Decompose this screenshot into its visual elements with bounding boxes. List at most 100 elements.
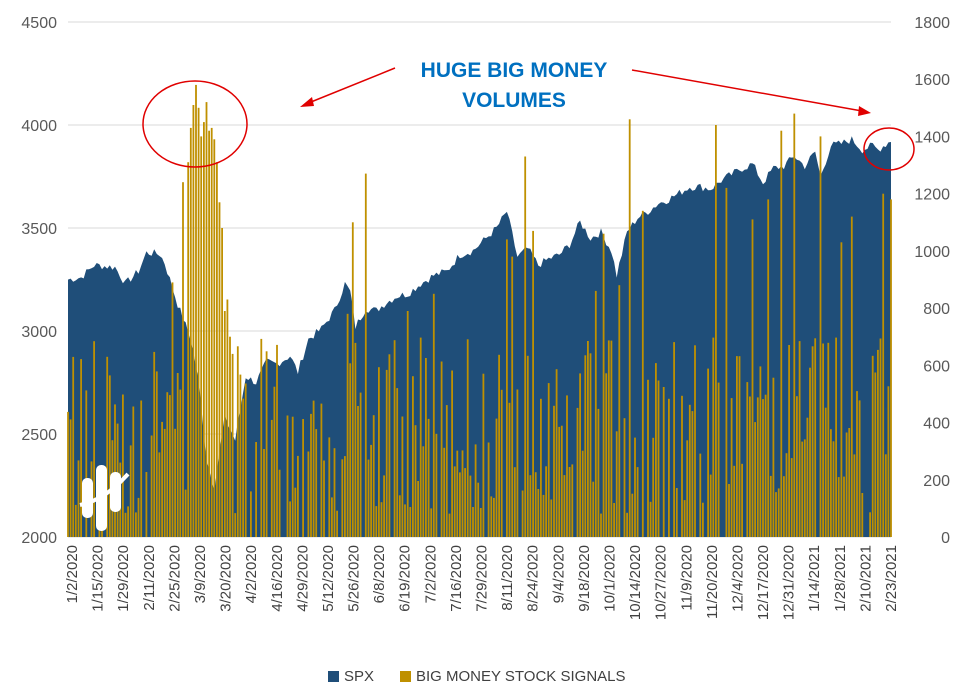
signal-bar bbox=[401, 416, 404, 537]
signal-bar bbox=[683, 500, 686, 537]
signal-bar bbox=[605, 373, 608, 537]
x-tick-label: 2/23/2021 bbox=[883, 545, 900, 612]
signal-bar bbox=[772, 377, 775, 537]
signal-bar bbox=[508, 402, 511, 537]
signal-bar bbox=[822, 343, 824, 537]
signal-bar bbox=[367, 459, 370, 537]
signal-bar bbox=[77, 460, 80, 537]
signal-bar bbox=[769, 475, 772, 537]
x-tick-label: 1/15/2020 bbox=[90, 545, 107, 612]
signal-bar bbox=[738, 356, 741, 537]
right-tick-label: 1000 bbox=[914, 244, 950, 261]
signal-bar bbox=[289, 501, 291, 537]
signal-bar bbox=[736, 356, 738, 537]
signal-bar bbox=[482, 373, 485, 537]
signal-bar bbox=[521, 490, 524, 537]
x-tick-label: 8/11/2020 bbox=[499, 545, 516, 611]
x-tick-label: 6/19/2020 bbox=[397, 545, 414, 612]
x-tick-label: 9/18/2020 bbox=[576, 545, 593, 612]
signal-bar bbox=[307, 451, 310, 537]
x-tick-label: 10/27/2020 bbox=[653, 545, 670, 620]
signal-bar bbox=[550, 499, 553, 537]
signal-bar bbox=[114, 404, 116, 537]
signal-bar bbox=[445, 405, 448, 537]
signal-bar bbox=[354, 342, 357, 537]
right-tick-label: 1200 bbox=[914, 187, 950, 204]
signal-bar bbox=[260, 338, 263, 537]
x-tick-label: 7/16/2020 bbox=[448, 545, 465, 612]
signal-bar bbox=[218, 202, 221, 538]
signal-bar bbox=[169, 395, 171, 537]
signal-bar bbox=[250, 491, 252, 537]
signal-bar bbox=[409, 507, 412, 537]
signal-bar bbox=[469, 475, 472, 537]
signal-bar bbox=[158, 452, 161, 537]
signal-bar bbox=[453, 466, 456, 537]
signal-bar bbox=[686, 440, 689, 537]
signal-bar bbox=[192, 105, 195, 537]
signal-bar bbox=[764, 394, 767, 537]
signal-bar bbox=[229, 336, 231, 537]
signal-bar bbox=[297, 455, 299, 537]
signal-bar bbox=[513, 467, 516, 537]
signal-bar bbox=[830, 429, 832, 537]
signal-bar bbox=[529, 475, 532, 537]
signal-bar bbox=[456, 450, 459, 537]
signal-bar bbox=[707, 368, 709, 537]
signal-bar bbox=[741, 463, 743, 537]
signal-bar bbox=[879, 338, 882, 537]
signal-bar bbox=[835, 337, 837, 537]
signal-bar bbox=[594, 290, 597, 537]
x-tick-label: 6/8/2020 bbox=[371, 545, 388, 603]
x-tick-label: 10/1/2020 bbox=[602, 545, 619, 612]
signal-bar bbox=[474, 444, 477, 537]
signal-bar bbox=[487, 442, 490, 537]
signal-bar bbox=[709, 474, 712, 537]
signal-bar bbox=[877, 349, 879, 537]
signal-bar bbox=[853, 454, 856, 537]
signal-bar bbox=[171, 282, 174, 537]
signal-bar bbox=[174, 428, 176, 537]
signal-bar bbox=[793, 113, 796, 537]
signal-bar bbox=[127, 506, 129, 537]
legend-swatch-spx bbox=[328, 671, 339, 682]
signal-bar bbox=[534, 472, 537, 537]
signal-bar bbox=[195, 84, 197, 538]
signal-bar bbox=[858, 400, 861, 537]
left-tick-label: 2500 bbox=[21, 427, 57, 444]
signal-bar bbox=[163, 428, 166, 537]
signal-bar bbox=[662, 387, 665, 537]
signal-bar bbox=[231, 353, 234, 537]
left-tick-label: 4000 bbox=[21, 118, 57, 135]
signal-bar bbox=[746, 382, 749, 537]
signal-bar bbox=[506, 239, 508, 537]
signal-bar bbox=[459, 472, 461, 537]
x-tick-label: 4/29/2020 bbox=[294, 545, 311, 612]
circle-feb-2021 bbox=[863, 127, 915, 171]
signal-bar bbox=[461, 450, 464, 537]
left-tick-label: 3000 bbox=[21, 324, 57, 341]
signal-bar bbox=[887, 386, 890, 537]
signal-bar bbox=[775, 492, 777, 537]
signal-bar bbox=[74, 504, 77, 537]
signal-bar bbox=[265, 351, 268, 537]
signal-bar bbox=[210, 127, 213, 538]
annotation-line1: HUGE BIG MONEY bbox=[421, 59, 608, 82]
signal-bar bbox=[545, 466, 547, 537]
signal-bar bbox=[205, 102, 208, 537]
signal-bar bbox=[631, 493, 634, 537]
signal-bar bbox=[785, 453, 788, 537]
signal-bar bbox=[832, 441, 835, 537]
signal-bar bbox=[150, 435, 153, 537]
x-tick-label: 2/11/2020 bbox=[141, 545, 158, 611]
signal-bar bbox=[244, 383, 247, 537]
signal-bar bbox=[756, 397, 759, 537]
signal-bar bbox=[140, 400, 143, 537]
signal-bar bbox=[161, 421, 163, 537]
signal-bar bbox=[801, 441, 804, 537]
signal-bar bbox=[404, 504, 406, 537]
signal-bar bbox=[790, 458, 793, 537]
signal-bar bbox=[657, 380, 660, 537]
signal-bar bbox=[783, 476, 785, 537]
right-tick-label: 0 bbox=[941, 530, 950, 547]
